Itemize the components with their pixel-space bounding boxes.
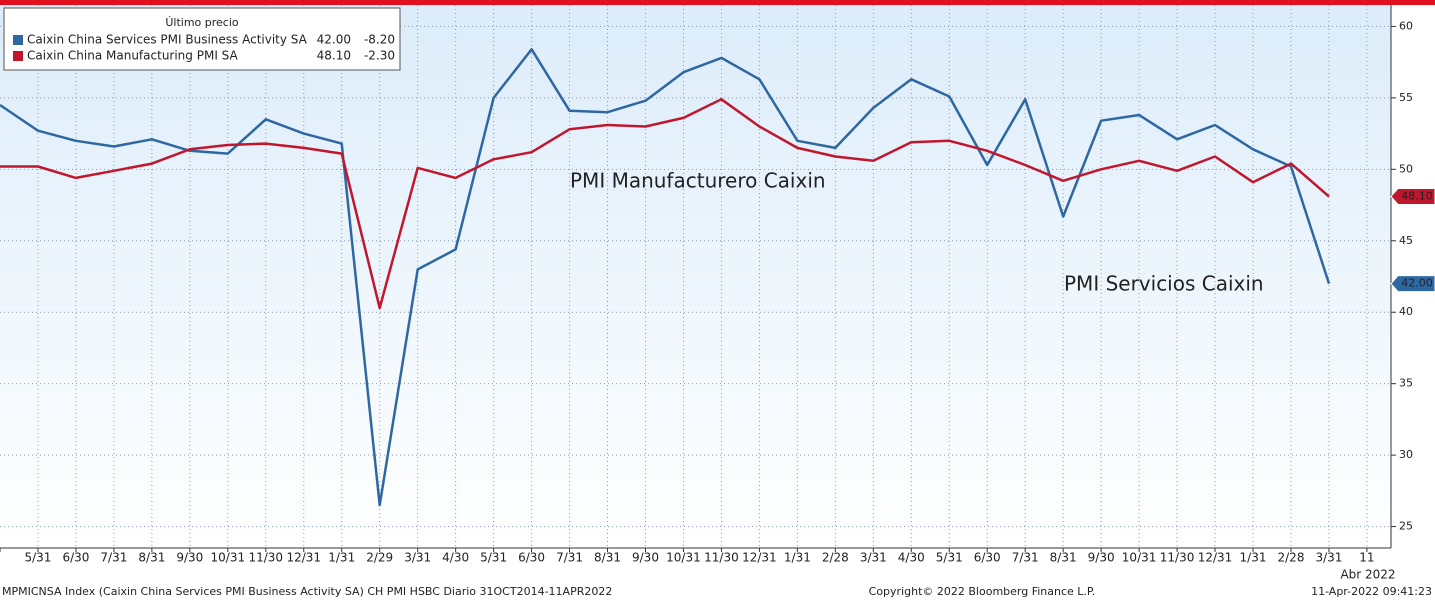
- x-tick-label: 1/31: [1240, 551, 1267, 565]
- y-tick-label: 45: [1399, 234, 1413, 247]
- x-tick-label: 7/31: [556, 551, 583, 565]
- x-tick-label: 11: [1359, 551, 1374, 565]
- plot-area: [0, 5, 1391, 548]
- legend: Último precio Caixin China Services PMI …: [3, 7, 401, 71]
- top-bar: [0, 0, 1435, 5]
- value-tag-label: 48.10: [1401, 189, 1433, 202]
- legend-box: [3, 7, 401, 71]
- legend-label: Caixin China Manufacturing PMI SA: [27, 49, 239, 63]
- y-tick-label: 55: [1399, 91, 1413, 104]
- x-tick-label: 1/31: [328, 551, 355, 565]
- x-tick-label: 4/30: [898, 551, 925, 565]
- x-tick-label: 9/30: [1088, 551, 1115, 565]
- x-tick-label: 5/31: [480, 551, 507, 565]
- x-tick-label: 7/31: [1012, 551, 1039, 565]
- x-tick-label: 8/31: [594, 551, 621, 565]
- x-tick-label: 12/31: [286, 551, 321, 565]
- x-tick-label: 2/28: [822, 551, 849, 565]
- x-year-label: Abr 2022: [1340, 568, 1395, 582]
- legend-change: -8.20: [364, 33, 395, 47]
- y-tick-label: 40: [1399, 305, 1413, 318]
- series-line: [0, 98, 1330, 310]
- x-tick-label: 2/29: [366, 551, 393, 565]
- annotation: PMI Manufacturero Caixin: [570, 169, 826, 193]
- x-tick-label: 8/31: [138, 551, 165, 565]
- x-tick-label: 10/31: [211, 551, 246, 565]
- y-tick-label: 50: [1399, 162, 1413, 175]
- value-tag-label: 42.00: [1401, 277, 1433, 290]
- x-tick-label: 3/31: [1315, 551, 1342, 565]
- x-tick-label: 5/31: [936, 551, 963, 565]
- legend-swatch: [13, 51, 23, 61]
- x-tick-label: 12/31: [1198, 551, 1233, 565]
- x-tick-label: 2/28: [1278, 551, 1305, 565]
- y-tick-label: 30: [1399, 448, 1413, 461]
- y-tick-label: 25: [1399, 520, 1413, 533]
- x-tick-label: 8/31: [1050, 551, 1077, 565]
- legend-label: Caixin China Services PMI Business Activ…: [27, 33, 308, 47]
- x-tick-label: 4/30: [442, 551, 469, 565]
- legend-last-price: 42.00: [317, 33, 351, 47]
- x-tick-label: 3/31: [860, 551, 887, 565]
- x-tick-label: 5/31: [24, 551, 51, 565]
- x-tick-label: 10/31: [1122, 551, 1157, 565]
- x-tick-label: 9/30: [176, 551, 203, 565]
- x-tick-label: 7/31: [100, 551, 127, 565]
- x-tick-label: 9/30: [632, 551, 659, 565]
- value-tag: [1390, 275, 1435, 293]
- footer-right: 11-Apr-2022 09:41:23: [1311, 585, 1432, 598]
- x-tick-label: 3/31: [404, 551, 431, 565]
- y-tick-label: 60: [1399, 19, 1413, 32]
- series-line: [0, 48, 1331, 507]
- value-tag: [1390, 187, 1435, 205]
- footer-center: Copyright© 2022 Bloomberg Finance L.P.: [869, 585, 1096, 598]
- y-tick-label: 35: [1399, 377, 1413, 390]
- legend-title: Último precio: [165, 16, 239, 29]
- x-tick-label: 6/30: [974, 551, 1001, 565]
- x-tick-label: 11/30: [704, 551, 739, 565]
- legend-change: -2.30: [364, 49, 395, 63]
- x-tick-label: 11/30: [248, 551, 283, 565]
- x-tick-label: 12/31: [742, 551, 777, 565]
- x-tick-label: 6/30: [62, 551, 89, 565]
- annotation: PMI Servicios Caixin: [1064, 272, 1264, 296]
- x-tick-label: 11/30: [1160, 551, 1195, 565]
- x-tick-label: 6/30: [518, 551, 545, 565]
- legend-swatch: [13, 35, 23, 45]
- x-tick-label: 1/31: [784, 551, 811, 565]
- legend-last-price: 48.10: [317, 49, 351, 63]
- x-tick-label: 10/31: [666, 551, 701, 565]
- footer-left: MPMICNSA Index (Caixin China Services PM…: [2, 585, 612, 598]
